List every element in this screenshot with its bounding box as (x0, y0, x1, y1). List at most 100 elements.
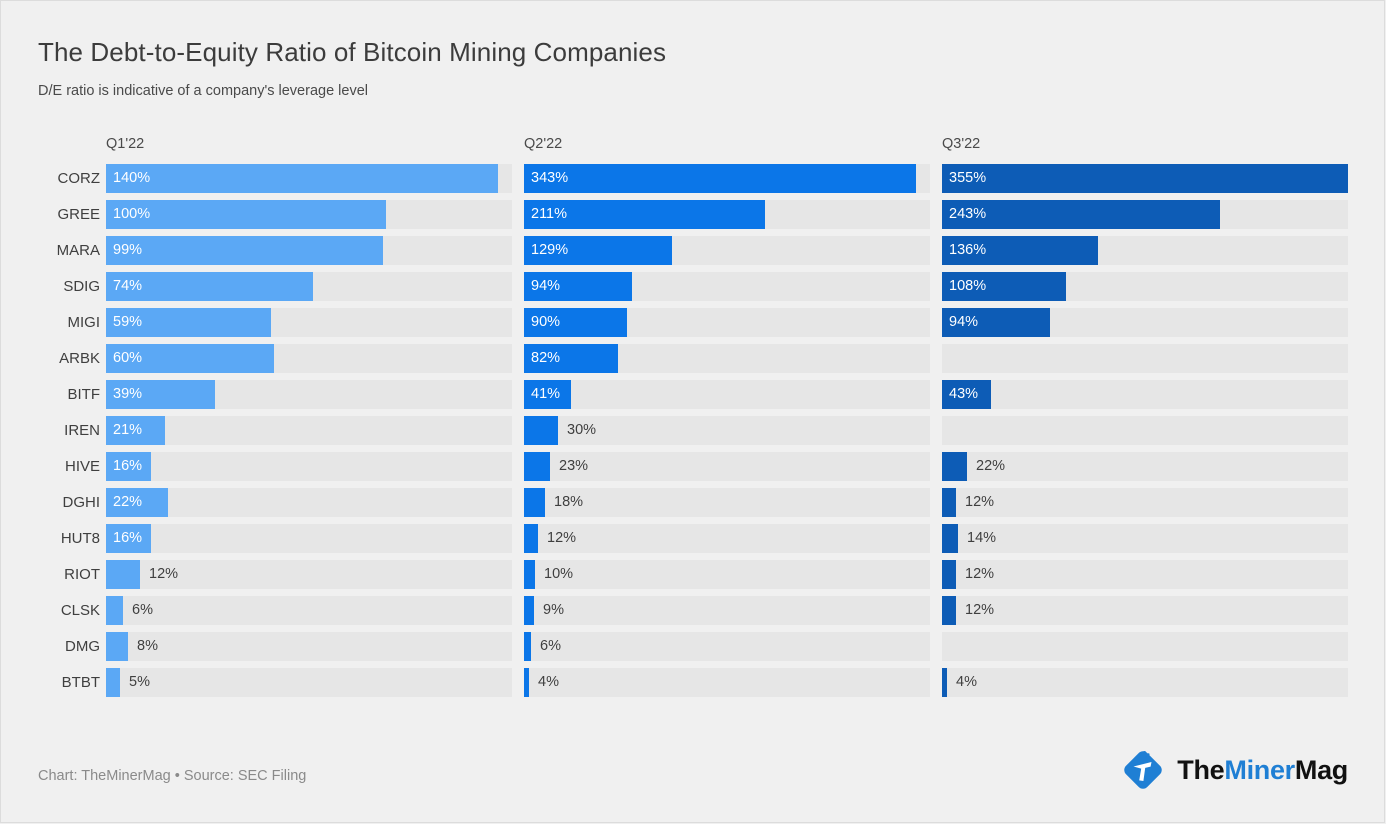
bar-hive-q3 (942, 452, 967, 481)
chart-row: ARBK 60% 82% (38, 344, 1348, 380)
bar-riot-q2 (524, 560, 535, 589)
bar-value-label: 41% (531, 386, 561, 402)
bar-hut8-q1 (106, 524, 151, 553)
bar-value-label: 129% (531, 242, 569, 258)
bar-clsk-q3 (942, 596, 956, 625)
chart-row: CLSK 6% 9% 12% (38, 596, 1348, 632)
row-label-hive: HIVE (64, 458, 100, 475)
panel-header-q222: Q2'22 (524, 136, 563, 152)
bar-sdig-q2 (524, 272, 632, 301)
bar-track: 41% (524, 380, 930, 409)
row-label-dmg: DMG (65, 638, 100, 655)
bar-track: 140% (106, 164, 512, 193)
chart-subtitle: D/E ratio is indicative of a company's l… (38, 82, 368, 99)
bar-track: 108% (942, 272, 1348, 301)
row-label-clsk: CLSK (60, 602, 100, 619)
bar-bitf-q2 (524, 380, 571, 409)
bar-dghi-q2 (524, 488, 545, 517)
bar-track: 6% (106, 596, 512, 625)
bar-value-label: 12% (965, 494, 995, 510)
bar-track: 12% (942, 560, 1348, 589)
bar-arbk-q2 (524, 344, 618, 373)
bar-value-label: 43% (949, 386, 979, 402)
bar-track: 59% (106, 308, 512, 337)
row-label-mara: MARA (56, 242, 100, 259)
bar-mara-q1 (106, 236, 383, 265)
chart-row: BITF 39% 41% 43% (38, 380, 1348, 416)
row-label-riot: RIOT (64, 566, 100, 583)
bar-track: 39% (106, 380, 512, 409)
bar-track: 343% (524, 164, 930, 193)
row-label-btbt: BTBT (61, 674, 100, 691)
brand-word-the: The (1177, 755, 1225, 785)
bar-track: 16% (106, 452, 512, 481)
bar-hut8-q2 (524, 524, 538, 553)
bar-value-label: 90% (531, 314, 561, 330)
bar-riot-q3 (942, 560, 956, 589)
bar-value-label: 9% (543, 602, 564, 618)
bar-sdig-q1 (106, 272, 313, 301)
bar-track: 12% (942, 488, 1348, 517)
bar-value-label: 94% (531, 278, 561, 294)
bar-track: 5% (106, 668, 512, 697)
bar-value-label: 16% (113, 458, 143, 474)
bar-track: 21% (106, 416, 512, 445)
bar-value-label: 108% (949, 278, 987, 294)
chart-row: SDIG 74% 94% 108% (38, 272, 1348, 308)
bar-hive-q2 (524, 452, 550, 481)
bar-track: 60% (106, 344, 512, 373)
bar-value-label: 6% (540, 638, 561, 654)
brand-word-mag: Mag (1294, 755, 1348, 785)
row-label-iren: IREN (64, 422, 100, 439)
bar-bitf-q3 (942, 380, 991, 409)
chart-title: The Debt-to-Equity Ratio of Bitcoin Mini… (38, 37, 667, 67)
theminermag-logo-icon (1120, 745, 1166, 796)
bar-track: 30% (524, 416, 930, 445)
bar-track: 355% (942, 164, 1348, 193)
bar-value-label: 12% (149, 566, 179, 582)
bar-track: 12% (106, 560, 512, 589)
chart-row: DGHI 22% 18% 12% (38, 488, 1348, 524)
bar-value-label: 5% (129, 674, 150, 690)
bar-track: 129% (524, 236, 930, 265)
bar-value-label: 22% (976, 458, 1006, 474)
bar-track: 23% (524, 452, 930, 481)
bar-track: 14% (942, 524, 1348, 553)
bar-clsk-q1 (106, 596, 123, 625)
bar-track: 211% (524, 200, 930, 229)
bar-value-label: 12% (965, 566, 995, 582)
bar-track: 100% (106, 200, 512, 229)
chart-source-credit: Chart: TheMinerMag • Source: SEC Filing (38, 768, 307, 784)
chart-row: MIGI 59% 90% 94% (38, 308, 1348, 344)
bar-dmg-q1 (106, 632, 128, 661)
bar-track (942, 344, 1348, 373)
bar-track (942, 632, 1348, 661)
bar-track: 136% (942, 236, 1348, 265)
bar-dghi-q3 (942, 488, 956, 517)
row-label-corz: CORZ (57, 170, 101, 187)
bar-value-label: 23% (559, 458, 589, 474)
bar-track: 74% (106, 272, 512, 301)
bar-hive-q1 (106, 452, 151, 481)
bar-track: 4% (524, 668, 930, 697)
brand-wordmark: TheMinerMag (1177, 755, 1348, 786)
bar-track: 10% (524, 560, 930, 589)
panel-header-q122: Q1'22 (106, 136, 145, 152)
panel-header-row: Q1'22 Q2'22 Q3'22 (38, 136, 1348, 164)
bar-value-label: 355% (949, 170, 987, 186)
bar-value-label: 12% (965, 602, 995, 618)
bar-track: 22% (106, 488, 512, 517)
chart-row: BTBT 5% 4% 4% (38, 668, 1348, 704)
row-label-dghi: DGHI (62, 494, 101, 511)
bar-value-label: 243% (949, 206, 987, 222)
bar-track: 12% (942, 596, 1348, 625)
chart-row: CORZ 140% 343% 355% (38, 164, 1348, 200)
bar-value-label: 39% (113, 386, 143, 402)
bar-mara-q3 (942, 236, 1098, 265)
bar-value-label: 12% (547, 530, 577, 546)
bar-value-label: 211% (531, 206, 568, 222)
bar-value-label: 16% (113, 530, 143, 546)
row-label-bitf: BITF (67, 386, 101, 403)
bar-value-label: 22% (113, 494, 143, 510)
bar-migi-q1 (106, 308, 271, 337)
